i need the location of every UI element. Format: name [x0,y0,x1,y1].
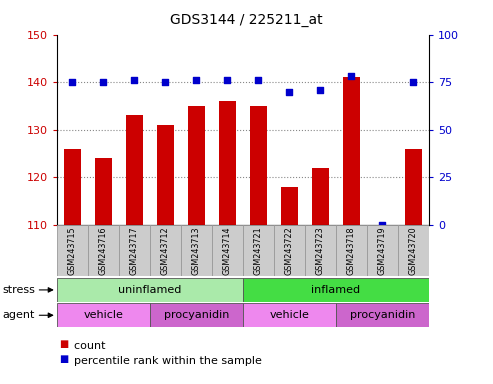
Text: uninflamed: uninflamed [118,285,181,295]
Bar [181,225,212,276]
Text: ■: ■ [59,339,69,349]
Bar [150,303,243,327]
Point [379,222,387,228]
Bar [188,106,205,225]
Text: GSM243720: GSM243720 [409,227,418,275]
Text: GSM243712: GSM243712 [161,227,170,275]
Bar [57,303,150,327]
Bar [150,225,181,276]
Text: GSM243715: GSM243715 [68,227,77,275]
Bar [336,303,429,327]
Point [223,77,231,83]
Bar [250,106,267,225]
Bar [212,225,243,276]
Text: stress: stress [2,285,35,295]
Bar [305,225,336,276]
Bar [64,149,81,225]
Bar [367,225,398,276]
Text: procyanidin: procyanidin [164,310,229,320]
Text: GSM243713: GSM243713 [192,227,201,275]
Text: GSM243721: GSM243721 [254,227,263,275]
Bar [88,225,119,276]
Text: procyanidin: procyanidin [350,310,415,320]
Bar [343,77,360,225]
Bar [405,149,422,225]
Bar [281,187,298,225]
Text: vehicle: vehicle [269,310,309,320]
Point [192,77,200,83]
Text: GSM243717: GSM243717 [130,227,139,275]
Text: GSM243722: GSM243722 [285,227,294,275]
Bar [274,225,305,276]
Point [99,79,107,85]
Bar [398,225,429,276]
Text: ■: ■ [59,354,69,364]
Point [254,77,262,83]
Point [161,79,169,85]
Text: GSM243718: GSM243718 [347,227,356,275]
Text: GSM243723: GSM243723 [316,227,325,275]
Bar [243,303,336,327]
Bar [336,225,367,276]
Point [410,79,418,85]
Text: GSM243719: GSM243719 [378,227,387,275]
Point [348,73,355,79]
Bar [219,101,236,225]
Text: count: count [67,341,105,351]
Text: agent: agent [2,310,35,320]
Bar [57,278,243,302]
Bar [312,167,329,225]
Text: GSM243716: GSM243716 [99,227,108,275]
Point [317,87,324,93]
Point [68,79,76,85]
Bar [157,125,174,225]
Point [130,77,138,83]
Bar [126,115,143,225]
Text: percentile rank within the sample: percentile rank within the sample [67,356,261,366]
Bar [95,158,112,225]
Text: inflamed: inflamed [311,285,360,295]
Text: vehicle: vehicle [83,310,123,320]
Text: GSM243714: GSM243714 [223,227,232,275]
Point [285,89,293,95]
Bar [119,225,150,276]
Text: GDS3144 / 225211_at: GDS3144 / 225211_at [170,13,323,27]
Bar [243,225,274,276]
Bar [243,278,429,302]
Bar [57,225,88,276]
